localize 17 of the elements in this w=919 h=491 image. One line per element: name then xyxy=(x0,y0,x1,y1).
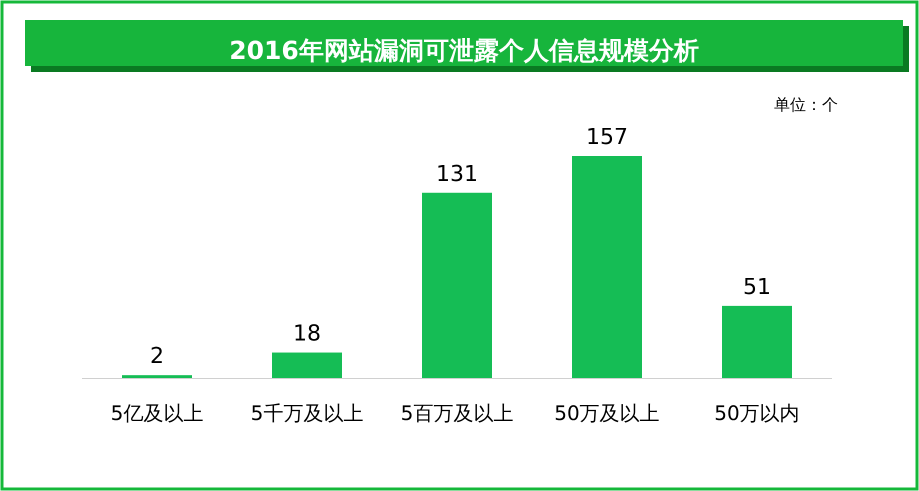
data-label: 2 xyxy=(150,344,164,370)
data-label: 51 xyxy=(743,274,771,300)
x-tick-label: 5亿及以上 xyxy=(110,401,204,425)
data-label: 131 xyxy=(436,162,478,187)
x-tick-label: 5百万及以上 xyxy=(400,401,514,425)
chart-title: 2016年网站漏洞可泄露个人信息规模分析 xyxy=(229,36,699,65)
x-tick-label: 50万以内 xyxy=(714,401,800,425)
bar xyxy=(572,156,642,378)
data-label: 157 xyxy=(586,125,628,150)
bar xyxy=(272,352,342,378)
text: 单位：个 xyxy=(774,95,838,114)
data-label: 18 xyxy=(293,322,321,347)
bar xyxy=(422,192,492,378)
bar xyxy=(122,375,192,378)
bar xyxy=(722,306,792,378)
x-tick-label: 50万及以上 xyxy=(554,401,660,425)
x-tick-label: 5千万及以上 xyxy=(250,401,364,425)
